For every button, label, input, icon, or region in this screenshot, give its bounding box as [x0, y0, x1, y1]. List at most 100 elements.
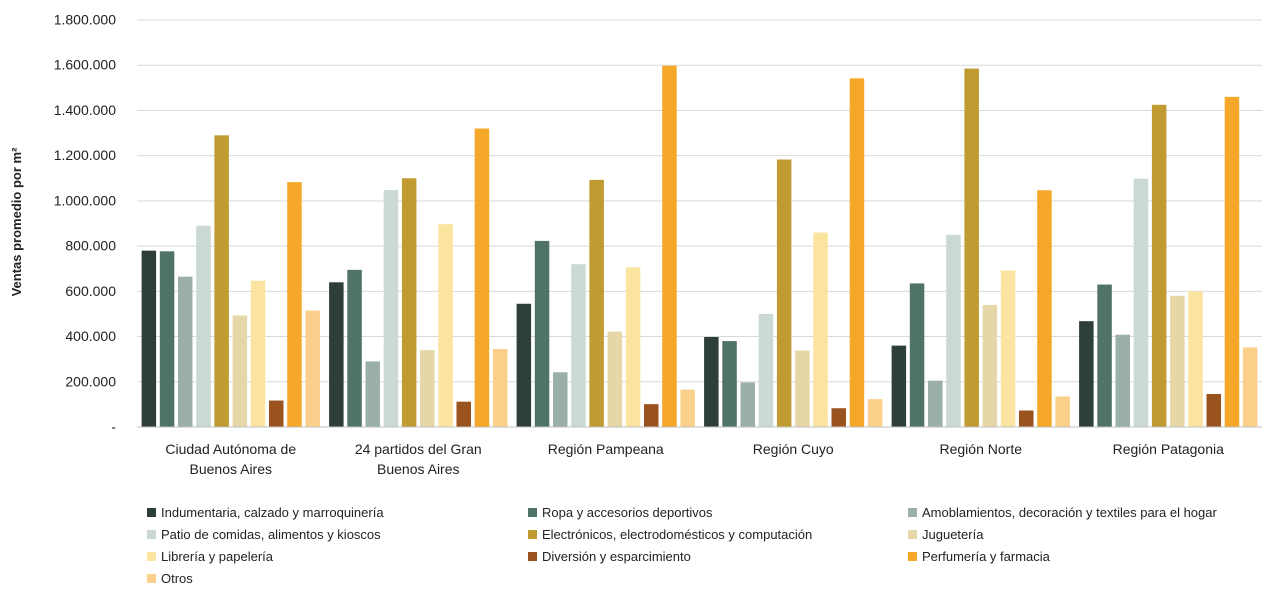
x-tick-label: Región Patagonia [1113, 441, 1225, 457]
legend-swatch [147, 574, 156, 583]
bar [589, 179, 604, 427]
y-tick-label: 600.000 [65, 283, 116, 299]
x-tick-label: 24 partidos del Gran [355, 441, 482, 457]
bar [625, 267, 641, 427]
legend-swatch [147, 530, 156, 539]
bars [141, 65, 1258, 428]
bar [1115, 334, 1130, 427]
bar [365, 361, 380, 427]
bar [141, 250, 157, 427]
legend-label: Juguetería [922, 527, 984, 542]
bar [420, 350, 435, 427]
bar [1097, 284, 1112, 427]
bar [1242, 347, 1258, 427]
bar [347, 269, 362, 427]
bar [329, 282, 344, 427]
bar [196, 225, 211, 427]
x-tick-label: Buenos Aires [377, 461, 460, 477]
bar [492, 348, 508, 427]
y-tick-label: 800.000 [65, 238, 116, 254]
x-tick-label: Región Norte [940, 441, 1023, 457]
bar [1079, 321, 1094, 427]
legend-label: Patio de comidas, alimentos y kioscos [161, 527, 381, 542]
y-tick-label: 1.400.000 [54, 102, 116, 118]
legend-swatch [528, 530, 537, 539]
x-axis: Ciudad Autónoma de Buenos Aires 24 partido… [165, 441, 1224, 477]
y-tick-label: 1.200.000 [54, 147, 116, 163]
bar [1224, 96, 1240, 427]
y-axis: - 200.000 400.000 600.000 800.000 1.000.000 1.… [54, 12, 117, 435]
bar [1133, 178, 1149, 427]
bar [1151, 104, 1167, 428]
bar [1170, 295, 1185, 427]
bar [909, 283, 925, 427]
bar [891, 345, 907, 427]
legend-swatch [147, 508, 156, 517]
legend-label: Otros [161, 571, 193, 586]
bar [867, 399, 883, 427]
bar [438, 224, 453, 427]
legend: Indumentaria, calzado y marroquinería Rop… [147, 505, 1217, 586]
bar [1037, 190, 1052, 427]
bar [474, 128, 490, 428]
bar [662, 65, 677, 428]
bar [534, 240, 550, 427]
x-tick-label: Región Cuyo [753, 441, 834, 457]
legend-label: Electrónicos, electrodomésticos y comput… [542, 527, 812, 542]
bar [849, 78, 865, 427]
bar [269, 400, 284, 427]
bar [982, 304, 998, 427]
bar [305, 310, 320, 427]
bar [401, 178, 417, 427]
legend-label: Indumentaria, calzado y marroquinería [161, 505, 384, 520]
y-tick-label: 400.000 [65, 328, 116, 344]
y-tick-label: 1.800.000 [54, 12, 116, 28]
bar [607, 331, 623, 427]
legend-swatch [908, 530, 917, 539]
x-tick-label: Ciudad Autónoma de [165, 441, 296, 457]
legend-label: Diversión y esparcimiento [542, 549, 691, 564]
legend-swatch [908, 508, 917, 517]
bar [456, 401, 471, 427]
bar [722, 341, 737, 427]
bar [964, 68, 979, 427]
bar [571, 264, 586, 427]
legend-label: Amoblamientos, decoración y textiles par… [922, 505, 1217, 520]
bar [928, 380, 943, 427]
legend-swatch [528, 552, 537, 561]
bar [159, 251, 175, 427]
bar [776, 159, 792, 427]
y-axis-label: Ventas promedio por m² [9, 147, 24, 296]
bar [795, 350, 810, 427]
bar [178, 276, 193, 427]
y-tick-label: 1.000.000 [54, 192, 116, 208]
x-tick-label: Región Pampeana [548, 441, 664, 457]
y-tick-label: - [111, 419, 116, 435]
legend-swatch [908, 552, 917, 561]
bar [813, 232, 828, 427]
y-tick-label: 200.000 [65, 373, 116, 389]
legend-swatch [528, 508, 537, 517]
bar [946, 234, 961, 427]
bar [644, 404, 659, 427]
x-tick-label: Buenos Aires [190, 461, 273, 477]
legend-label: Ropa y accesorios deportivos [542, 505, 713, 520]
bar [1019, 410, 1034, 427]
bar [1000, 270, 1016, 427]
bar [680, 389, 695, 427]
bar [383, 190, 399, 427]
bar [1055, 396, 1070, 427]
bar [516, 303, 532, 427]
y-tick-label: 1.600.000 [54, 57, 116, 73]
bar [1188, 291, 1203, 427]
gridlines [137, 19, 1262, 383]
bar [287, 182, 302, 427]
bar [831, 408, 846, 427]
bar [704, 337, 719, 427]
bar [1206, 393, 1221, 427]
legend-label: Librería y papelería [161, 549, 274, 564]
legend-swatch [147, 552, 156, 561]
legend-label: Perfumería y farmacia [922, 549, 1051, 564]
bar [758, 313, 774, 427]
